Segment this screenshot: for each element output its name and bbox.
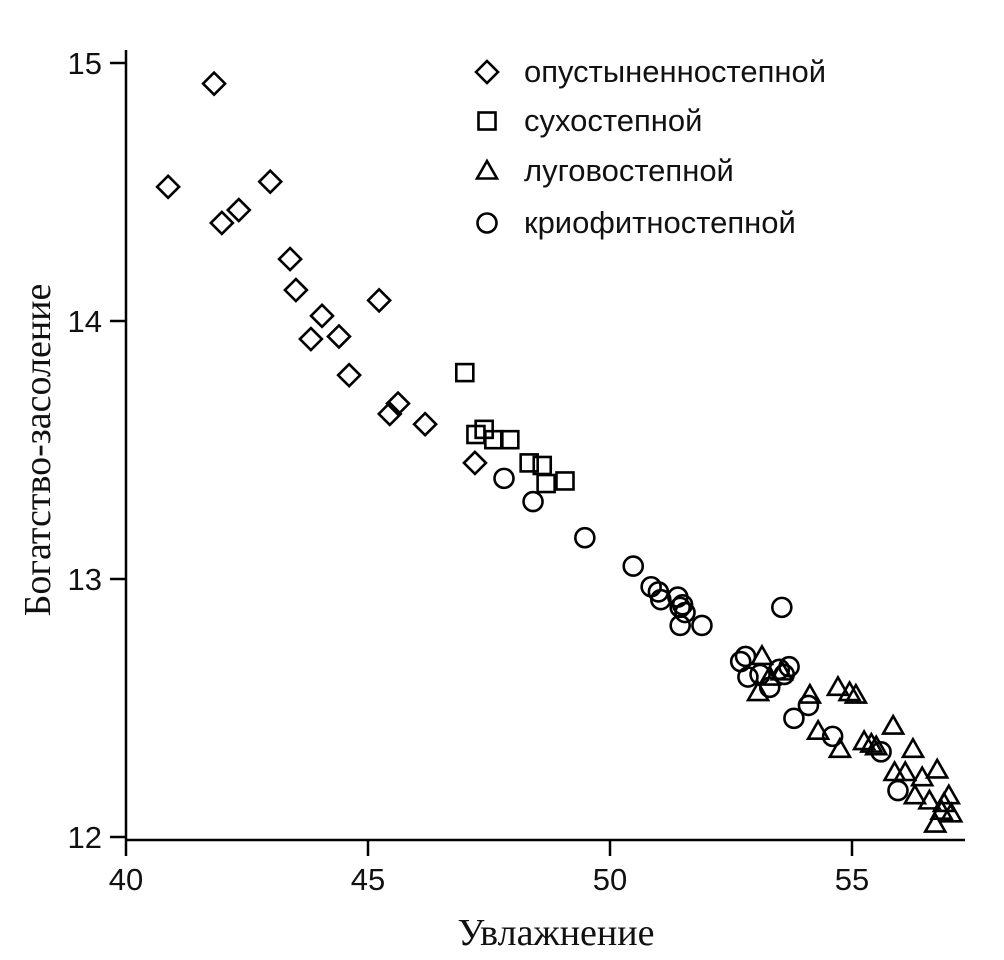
data-point [493, 467, 515, 490]
legend-item: опустыненностепной [474, 54, 826, 89]
series-square [454, 362, 575, 494]
legend-item: луговостепной [474, 153, 734, 188]
y-tick-label: 14 [68, 304, 102, 339]
data-point [938, 801, 964, 823]
data-point [737, 666, 759, 688]
series-diamond [155, 70, 488, 476]
diamond-marker-icon [474, 59, 500, 85]
data-point [522, 490, 544, 513]
data-point [805, 718, 831, 741]
circle-marker-icon [476, 212, 498, 234]
x-tick-label: 40 [109, 862, 143, 897]
data-point [326, 323, 352, 350]
x-axis-title: Увлажнение [458, 912, 655, 954]
data-point [783, 707, 805, 730]
data-point [924, 757, 950, 779]
data-point [745, 679, 771, 702]
legend: опустыненностепной сухостепной луговостепн… [474, 54, 826, 240]
data-point [283, 277, 309, 303]
data-point [500, 429, 520, 450]
data-point [825, 674, 851, 697]
data-point [385, 390, 411, 417]
data-point [768, 658, 791, 681]
data-point [843, 682, 869, 704]
data-point [257, 168, 284, 195]
triangle-marker-icon [474, 158, 500, 180]
legend-label: криофитностепной [524, 205, 796, 240]
data-point [519, 453, 539, 473]
data-point [923, 811, 948, 833]
y-tick-label: 12 [68, 820, 102, 855]
data-point [201, 70, 227, 97]
data-point [462, 450, 488, 476]
data-point [366, 287, 392, 314]
legend-label: сухостепной [524, 103, 702, 138]
legend-item: сухостепной [477, 103, 702, 138]
data-point [536, 473, 556, 494]
data-point [376, 401, 403, 427]
data-point [821, 725, 844, 748]
data-point [454, 362, 475, 383]
data-point [900, 736, 926, 759]
data-point [797, 682, 823, 704]
data-point [336, 362, 362, 389]
data-point [863, 734, 889, 756]
data-point [412, 411, 438, 438]
data-point [574, 526, 596, 549]
data-point [650, 588, 672, 611]
y-tick-label: 15 [68, 46, 102, 81]
data-point [669, 614, 691, 637]
data-point [208, 210, 235, 236]
data-point [277, 246, 303, 272]
legend-item: криофитностепной [476, 205, 796, 240]
x-tick-label: 50 [593, 862, 627, 897]
data-point [837, 679, 862, 702]
data-points [155, 70, 964, 833]
data-point [931, 790, 957, 813]
data-point [298, 326, 324, 352]
data-point [797, 694, 820, 717]
x-tick-label: 55 [835, 862, 869, 897]
data-point [555, 471, 575, 491]
data-point [734, 645, 757, 668]
legend-label: опустыненностепной [524, 54, 826, 89]
y-axis-title: Богатство-засоление [17, 284, 59, 617]
legend-label: луговостепной [524, 153, 734, 188]
series-triangle [745, 643, 964, 833]
data-point [917, 788, 942, 810]
series-circle [493, 467, 909, 802]
data-point [691, 614, 713, 637]
square-marker-icon [477, 111, 497, 131]
data-point [880, 713, 906, 735]
data-point [892, 759, 918, 782]
data-point [674, 601, 696, 624]
data-point [778, 655, 800, 678]
data-point [771, 596, 793, 619]
data-point [887, 779, 909, 802]
data-point [870, 741, 892, 763]
x-tick-label: 45 [351, 862, 385, 897]
data-point [622, 555, 645, 577]
data-point [225, 197, 252, 223]
data-point [155, 174, 181, 200]
data-point [902, 783, 928, 805]
data-point [827, 736, 853, 759]
y-tick-label: 13 [68, 562, 102, 597]
axes: 40 45 50 55 12 13 14 15 [68, 46, 965, 897]
data-point [309, 303, 335, 329]
data-point [758, 676, 781, 699]
